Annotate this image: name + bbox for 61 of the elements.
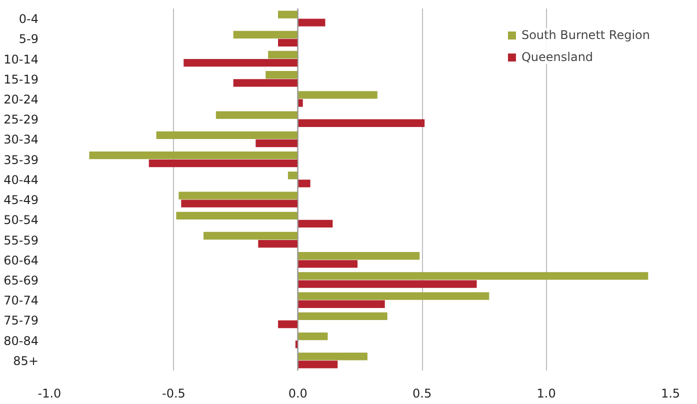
bar (181, 200, 298, 208)
bar (278, 320, 298, 328)
bar (298, 300, 385, 308)
bar (89, 151, 298, 160)
y-tick-label: 5-9 (18, 32, 39, 46)
y-tick-label: 30-34 (4, 132, 39, 147)
bar (298, 292, 490, 300)
y-tick-label: 60-64 (4, 253, 39, 268)
y-tick-label: 45-49 (4, 193, 39, 208)
bar (176, 212, 298, 220)
legend-label: South Burnett Region (521, 28, 650, 42)
x-tick-label: -0.5 (162, 386, 186, 400)
y-tick-label: 35-39 (4, 152, 39, 167)
bar (298, 332, 328, 340)
bar (298, 312, 388, 320)
bar (278, 38, 298, 47)
x-tick-label: -1.0 (38, 386, 62, 400)
bar (258, 240, 298, 248)
bar (298, 260, 358, 268)
x-tick-label: 0.5 (412, 386, 432, 400)
y-tick-label: 65-69 (4, 274, 39, 288)
y-tick-label: 20-24 (4, 92, 39, 106)
bar (184, 58, 298, 67)
bar (298, 220, 333, 228)
y-tick-label: 55-59 (4, 233, 39, 248)
bar (298, 360, 338, 368)
bar (256, 139, 298, 148)
y-tick-label: 15-19 (4, 72, 39, 86)
y-tick-label: 25-29 (4, 112, 39, 127)
x-tick-label: 0.0 (288, 386, 308, 400)
bar (298, 352, 368, 360)
y-tick-label: 80-84 (4, 334, 39, 348)
x-tick-label: 1.5 (660, 386, 680, 400)
bar (298, 18, 326, 26)
bar (178, 192, 298, 200)
bar (156, 131, 298, 140)
bar (298, 280, 477, 288)
y-tick-label: 50-54 (4, 213, 39, 228)
bar (298, 99, 303, 107)
bar (298, 272, 648, 280)
y-tick-label: 10-14 (4, 52, 39, 66)
bar (266, 71, 298, 79)
legend-label: Queensland (521, 50, 594, 64)
y-tick-label: 75-79 (4, 314, 39, 328)
y-tick-label: 70-74 (4, 294, 39, 308)
bar (298, 91, 378, 99)
bar (288, 172, 298, 180)
x-tick-label: 1.0 (536, 386, 556, 400)
bar (216, 111, 298, 119)
bar (298, 252, 420, 260)
bar (204, 232, 298, 240)
y-tick-label: 40-44 (4, 172, 39, 187)
bar (148, 160, 298, 168)
bar (233, 30, 298, 38)
bar (233, 79, 298, 87)
bar (268, 50, 298, 59)
bar (298, 180, 310, 188)
y-tick-label: 85+ (13, 354, 39, 368)
y-tick-label: 0-4 (18, 12, 39, 26)
bar (278, 10, 298, 18)
bar (298, 119, 425, 127)
